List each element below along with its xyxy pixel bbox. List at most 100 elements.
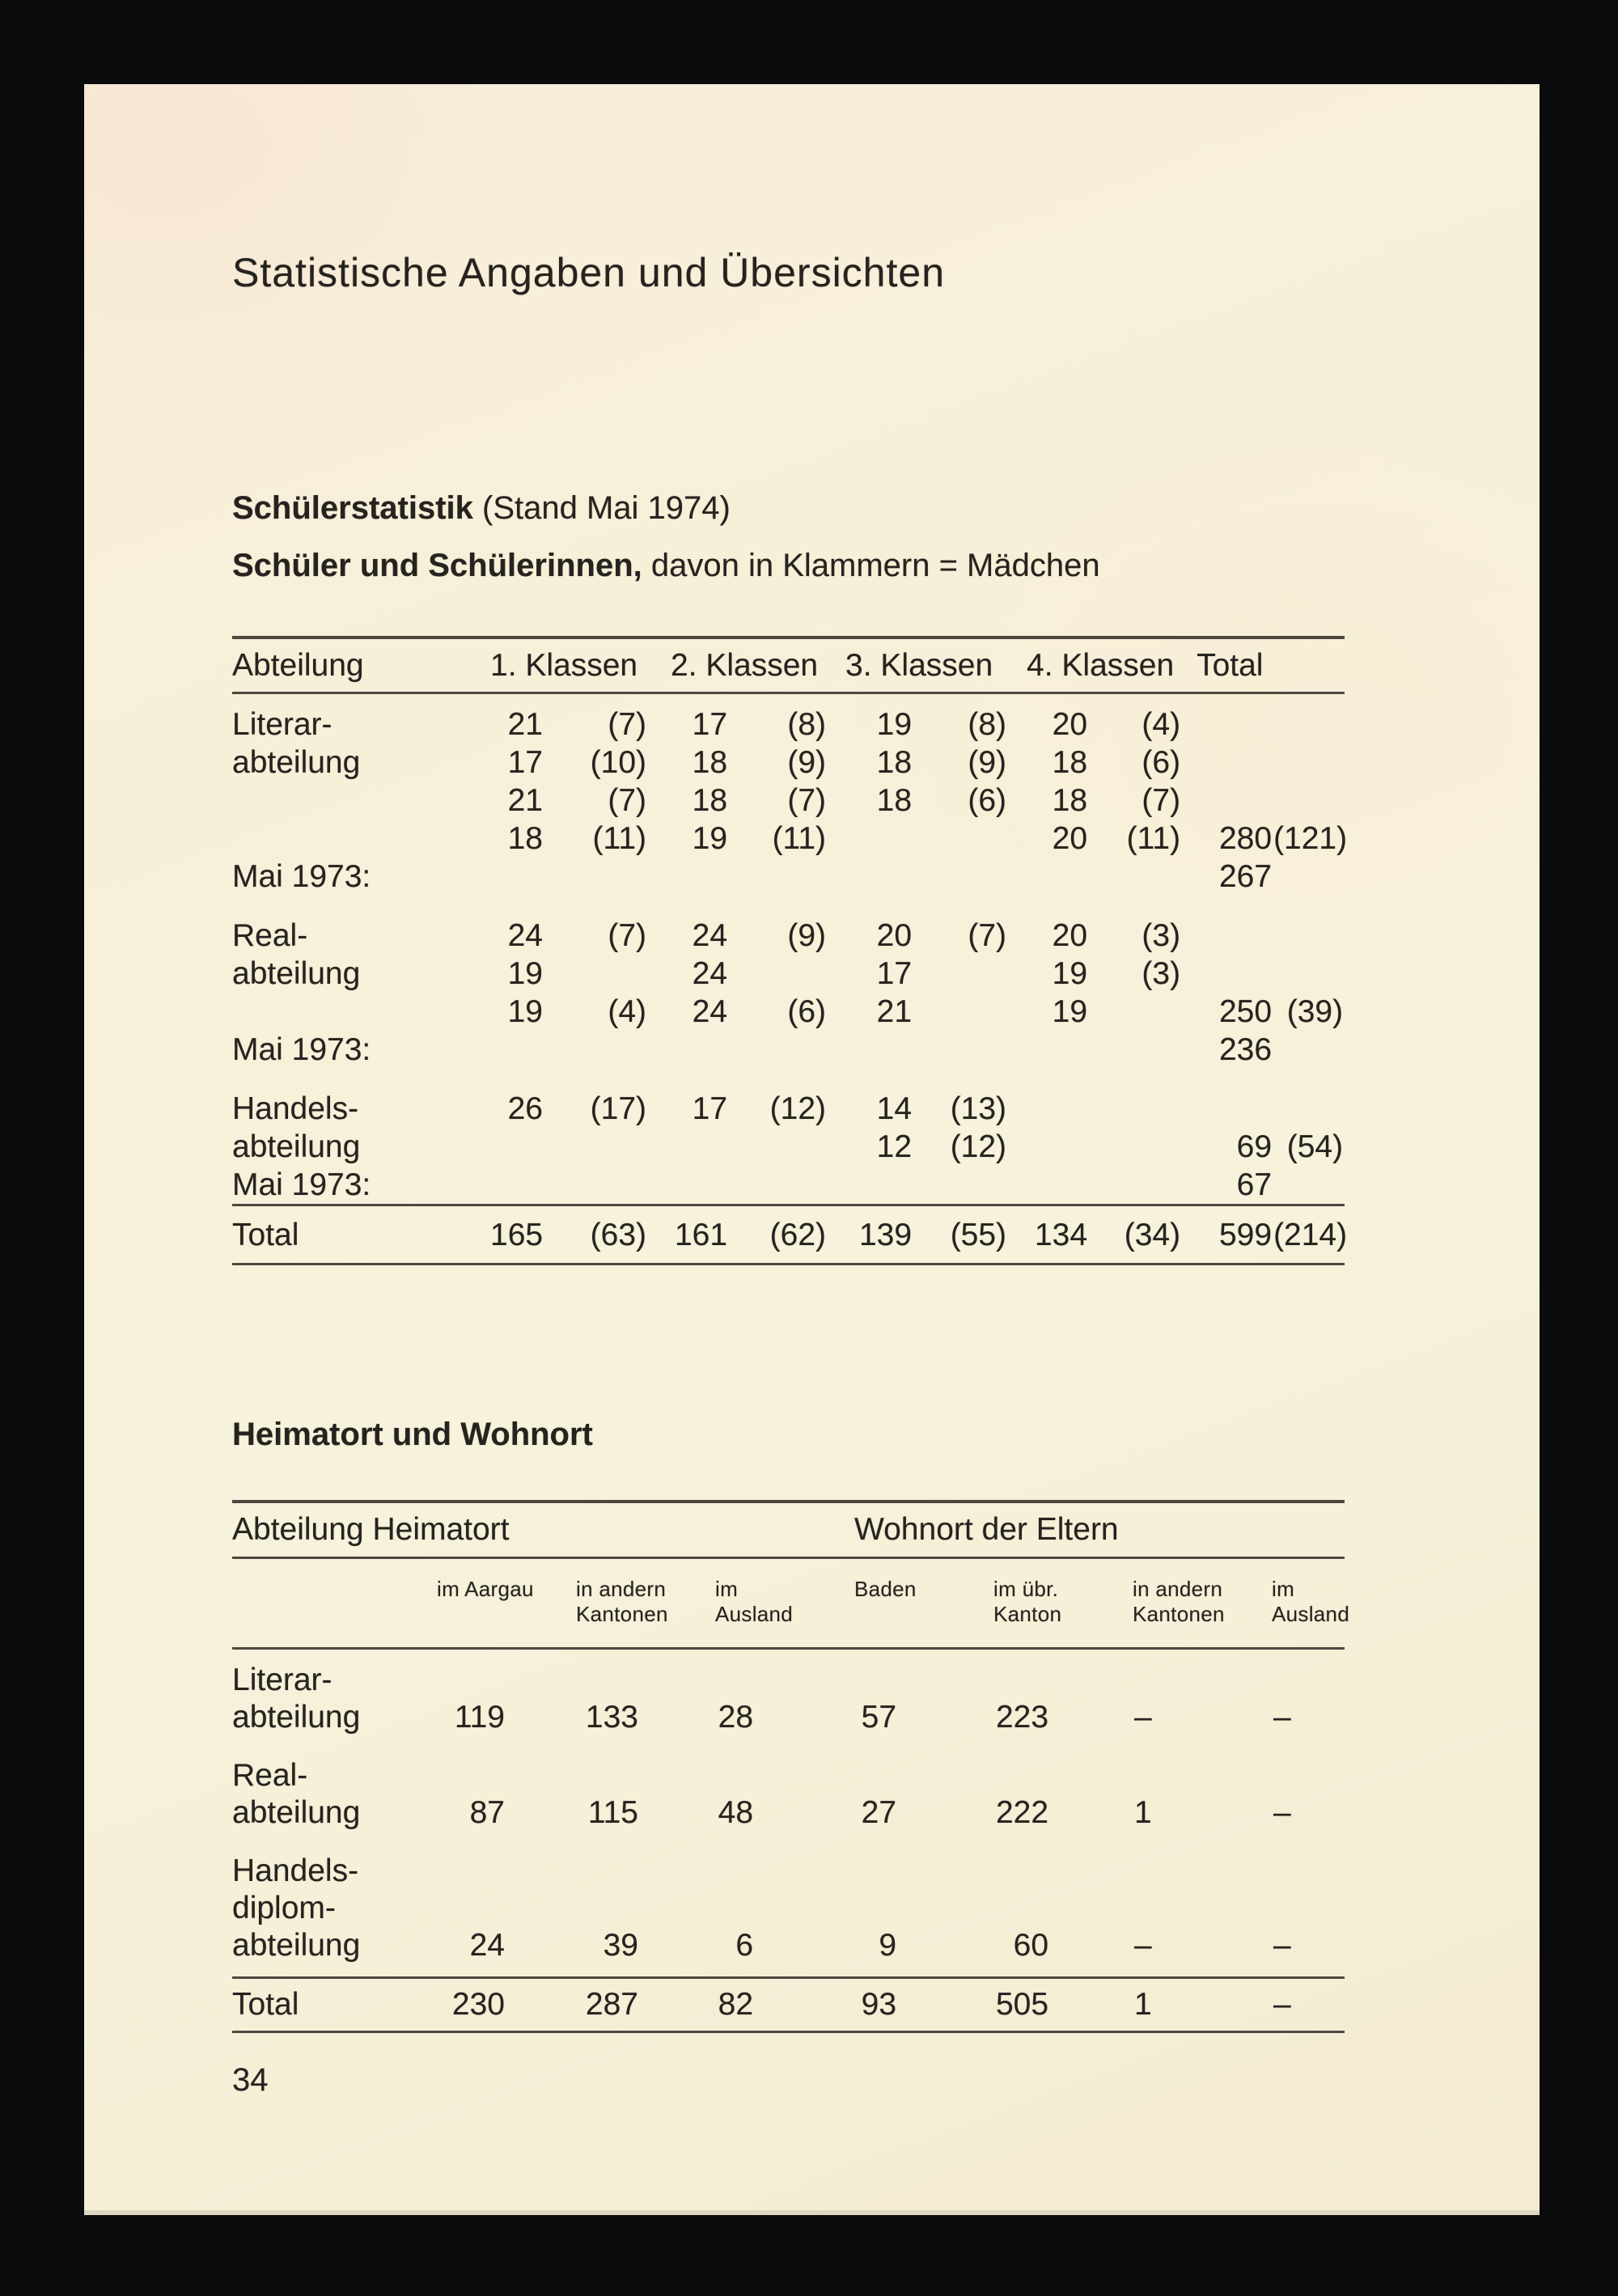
column-header-klassen-1: 1. Klassen xyxy=(490,638,671,694)
table-cell: (8) xyxy=(787,707,827,742)
subheader-im-aargau: im Aargau xyxy=(437,1557,576,1650)
table-cell xyxy=(1273,1166,1345,1205)
table-cell xyxy=(1273,917,1345,955)
table-cell xyxy=(1197,955,1273,993)
table-cell: 1 xyxy=(1134,1795,1152,1830)
table-cell xyxy=(758,1166,845,1205)
subheader-in-andern-kantonen: in andern Kantonen xyxy=(576,1557,715,1650)
table-cell xyxy=(1112,858,1197,896)
table-cell xyxy=(936,955,1027,993)
heimatort-table: Abteilung Heimatort Wohnort der Eltern i… xyxy=(232,1500,1349,2033)
column-header-klassen-4: 4. Klassen xyxy=(1027,638,1197,694)
table-row: abteilung 12 (12) 69 (54) xyxy=(232,1128,1345,1166)
table-cell: abteilung xyxy=(232,956,361,991)
table-cell: (13) xyxy=(950,1091,1007,1126)
column-header-klassen-3: 3. Klassen xyxy=(845,638,1027,694)
column-header-abteilung: Abteilung xyxy=(232,638,490,694)
table-cell: 26 xyxy=(507,1091,543,1126)
table-cell: 18 xyxy=(692,783,728,818)
page-number: 34 xyxy=(232,2062,269,2098)
table-cell: (6) xyxy=(1141,745,1181,780)
table-cell xyxy=(936,820,1027,858)
schuelerstatistik-table: Abteilung 1. Klassen 2. Klassen 3. Klass… xyxy=(232,636,1348,1265)
table-cell: 24 xyxy=(692,918,728,953)
table-cell: (7) xyxy=(608,783,647,818)
paper-page: Statistische Angaben und Übersichten Sch… xyxy=(84,84,1540,2215)
table-cell: – xyxy=(1273,1795,1291,1830)
section-subheading-schueler: Schüler und Schülerinnen, davon in Klamm… xyxy=(232,546,1100,585)
table-cell: 250 xyxy=(1218,994,1273,1029)
table-cell xyxy=(758,1031,845,1069)
table-cell xyxy=(1027,858,1112,896)
table-row: abteilung 17 (10) 18 (9) 18 (9) 18 (6) xyxy=(232,743,1345,782)
table-cell xyxy=(1027,1128,1112,1166)
table-cell: (11) xyxy=(772,821,827,856)
table-cell: Handels- xyxy=(232,1091,359,1126)
subheader-empty xyxy=(232,1557,437,1650)
spacer-row xyxy=(232,896,1345,917)
table-cell: 19 xyxy=(1052,994,1088,1029)
subheader-im-ausland: im Ausland xyxy=(715,1557,855,1650)
subheader-im-uebr-kanton: im übr. Kanton xyxy=(993,1557,1133,1650)
table-cell: 24 xyxy=(469,1928,505,1963)
table-header-row: Abteilung 1. Klassen 2. Klassen 3. Klass… xyxy=(232,638,1345,694)
table-cell xyxy=(936,1031,1027,1069)
page-title: Statistische Angaben und Übersichten xyxy=(232,250,945,295)
table-cell xyxy=(845,858,936,896)
table-cell xyxy=(845,1166,936,1205)
table-cell: 119 xyxy=(454,1700,505,1735)
table-cell xyxy=(758,1128,845,1166)
table-row: Literar- abteilung 119 133 28 57 223 – – xyxy=(232,1649,1345,1758)
table-cell xyxy=(1197,705,1273,743)
table-cell: Real- abteilung xyxy=(232,1758,361,1830)
table-cell: (10) xyxy=(590,745,647,780)
table-cell xyxy=(671,1031,758,1069)
table-cell: 19 xyxy=(507,956,543,991)
table-cell: Literar- abteilung xyxy=(232,1663,361,1735)
table-cell: 82 xyxy=(715,1976,855,2033)
table-cell xyxy=(580,858,671,896)
table-row: Handels- diplom- abteilung 24 39 6 9 60 – – xyxy=(232,1853,1345,1978)
table-cell: (9) xyxy=(968,745,1007,780)
table-cell xyxy=(671,1166,758,1205)
table-cell: (17) xyxy=(590,1091,647,1126)
table-cell: (4) xyxy=(608,994,647,1029)
table-cell: 21 xyxy=(876,994,913,1029)
table-cell: (9) xyxy=(787,745,827,780)
table-cell: (7) xyxy=(968,918,1007,953)
table-row: Real- 24 (7) 24 (9) 20 (7) 20 (3) xyxy=(232,917,1345,955)
heading-bold-part: Schülerstatistik xyxy=(232,490,473,526)
table-cell: 18 xyxy=(507,821,543,856)
table-cell: 24 xyxy=(692,956,728,991)
table-cell: (12) xyxy=(950,1129,1007,1164)
table-cell: 280 xyxy=(1218,821,1273,856)
table-cell: – xyxy=(1134,1700,1152,1735)
table-cell: (62) xyxy=(758,1204,846,1265)
table-cell xyxy=(232,782,490,820)
table-cell: (7) xyxy=(1141,783,1181,818)
table-cell: 19 xyxy=(1052,956,1088,991)
table-row: 18 (11) 19 (11) 20 (11) 280 (121) xyxy=(232,820,1348,858)
table-row: Mai 1973: 267 xyxy=(232,858,1345,896)
table-cell xyxy=(936,993,1027,1031)
table-cell: 21 xyxy=(507,707,543,742)
table-cell: 17 xyxy=(692,1091,728,1126)
table-row: 19 (4) 24 (6) 21 19 250 (39) xyxy=(232,993,1345,1031)
table-cell xyxy=(845,820,936,858)
table-subheader-row: im Aargau in andern Kantonen im Ausland … xyxy=(232,1557,1349,1650)
table-cell: 87 xyxy=(469,1795,505,1830)
table-cell: 69 xyxy=(1236,1129,1273,1164)
table-cell: 17 xyxy=(876,956,913,991)
table-cell: 161 xyxy=(671,1204,759,1265)
table-cell: (34) xyxy=(1112,1204,1197,1265)
table-cell xyxy=(490,858,580,896)
table-cell xyxy=(936,1166,1027,1205)
table-cell: (39) xyxy=(1286,994,1344,1029)
table-cell xyxy=(1273,955,1345,993)
table-row: Mai 1973: 67 xyxy=(232,1166,1345,1205)
table-cell: 236 xyxy=(1218,1032,1273,1067)
table-cell xyxy=(232,993,490,1031)
table-row: 21 (7) 18 (7) 18 (6) 18 (7) xyxy=(232,782,1345,820)
table-cell: 93 xyxy=(854,1976,994,2033)
